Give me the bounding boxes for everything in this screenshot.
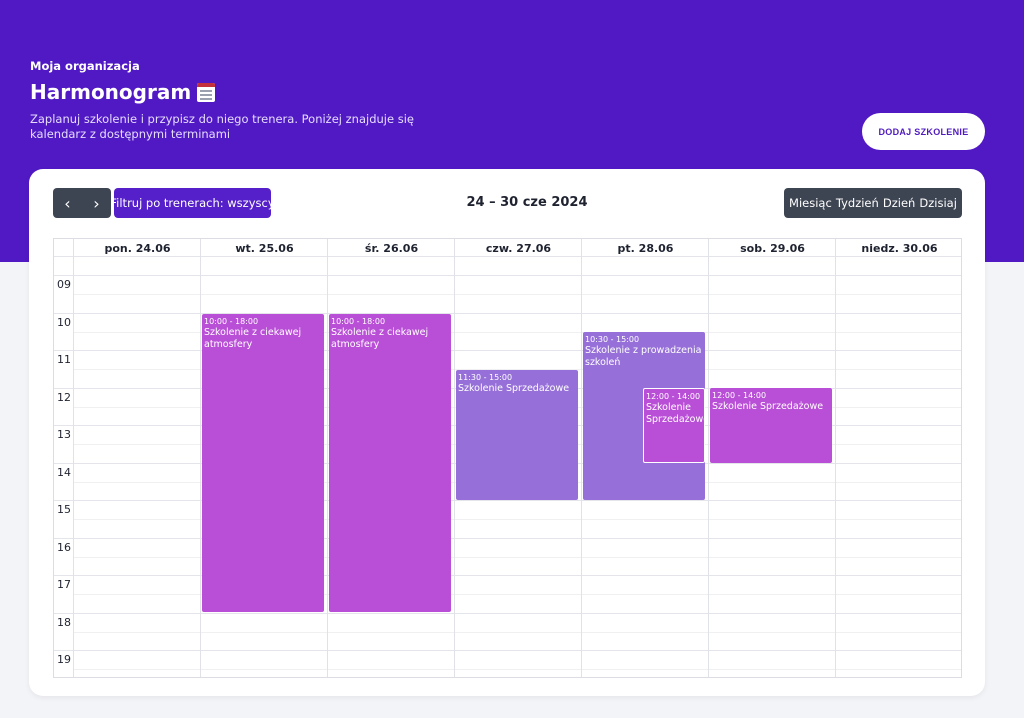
grid-line: [54, 538, 961, 539]
calendar-event[interactable]: 10:00 - 18:00 Szkolenie z ciekawej atmos…: [202, 314, 324, 612]
hour-label: 11: [57, 353, 71, 366]
calendar-event[interactable]: 10:00 - 18:00 Szkolenie z ciekawej atmos…: [329, 314, 451, 612]
week-grid: pon. 24.06 wt. 25.06 śr. 26.06 czw. 27.0…: [53, 238, 962, 678]
grid-line: [54, 650, 961, 651]
grid-line: [54, 500, 961, 501]
grid-line: [74, 369, 961, 370]
previous-week-button[interactable]: ‹: [53, 188, 82, 218]
grid-line: [74, 669, 961, 670]
event-time: 11:30 - 15:00: [458, 373, 513, 382]
grid-column-line: [454, 239, 455, 677]
grid-line: [54, 256, 961, 257]
page-title: Harmonogram: [30, 80, 216, 104]
hour-label: 10: [57, 316, 71, 329]
event-title: Szkolenie Sprzedażowe: [712, 401, 824, 412]
grid-column-line: [200, 239, 201, 677]
grid-column-line: [73, 239, 74, 677]
day-header-mon[interactable]: pon. 24.06: [104, 242, 171, 255]
event-time: 10:00 - 18:00: [331, 317, 386, 326]
hour-label: 09: [57, 278, 71, 291]
grid-column-line: [327, 239, 328, 677]
grid-line: [54, 350, 961, 351]
week-navigation: ‹ ›: [53, 188, 111, 218]
chevron-left-icon: ‹: [64, 193, 71, 213]
next-week-button[interactable]: ›: [82, 188, 111, 218]
grid-line: [54, 613, 961, 614]
calendar-icon: [197, 82, 216, 102]
day-header-thu[interactable]: czw. 27.06: [485, 242, 552, 255]
organization-name: Moja organizacja: [30, 59, 140, 73]
day-header-sat[interactable]: sob. 29.06: [740, 242, 805, 255]
view-week-button[interactable]: Tydzień: [835, 196, 879, 210]
hour-label: 19: [57, 653, 71, 666]
grid-column-line: [581, 239, 582, 677]
hour-label: 15: [57, 503, 71, 516]
hour-label: 14: [57, 466, 71, 479]
day-header-sun[interactable]: niedz. 30.06: [861, 242, 938, 255]
page-subtitle: Zaplanuj szkolenie i przypisz do niego t…: [30, 112, 414, 141]
chevron-right-icon: ›: [93, 193, 100, 213]
event-title: Szkolenie z prowadzenia szkoleń: [585, 345, 702, 368]
event-title: Szkolenie z ciekawej atmosfery: [204, 327, 302, 350]
day-header-wed[interactable]: śr. 26.06: [364, 242, 419, 255]
grid-line: [74, 594, 961, 595]
grid-line: [54, 575, 961, 576]
event-time: 10:00 - 18:00: [204, 317, 259, 326]
add-training-button[interactable]: DODAJ SZKOLENIE: [862, 113, 985, 150]
date-range-title: 24 – 30 cze 2024: [466, 195, 588, 210]
hour-label: 12: [57, 391, 71, 404]
view-day-button[interactable]: Dzień: [882, 196, 916, 210]
calendar-event[interactable]: 12:00 - 14:00 Szkolenie Sprzedażowe: [710, 388, 832, 463]
hour-label: 13: [57, 428, 71, 441]
event-time: 10:30 - 15:00: [585, 335, 640, 344]
grid-line: [74, 519, 961, 520]
event-title: Szkolenie Sprzedażowe: [458, 383, 570, 394]
grid-line: [74, 332, 961, 333]
grid-column-line: [708, 239, 709, 677]
today-button[interactable]: Dzisiaj: [919, 196, 957, 210]
calendar-event[interactable]: 11:30 - 15:00 Szkolenie Sprzedażowe: [456, 370, 578, 500]
grid-line: [54, 313, 961, 314]
grid-line: [74, 632, 961, 633]
view-month-button[interactable]: Miesiąc: [789, 196, 832, 210]
hour-label: 18: [57, 616, 71, 629]
hour-label: 16: [57, 541, 71, 554]
grid-line: [74, 557, 961, 558]
calendar-event[interactable]: 12:00 - 14:00 Szkolenie Sprzedażowe: [643, 388, 705, 463]
trainer-filter-button[interactable]: Filtruj po trenerach: wszyscy: [110, 188, 275, 218]
day-header-tue[interactable]: wt. 25.06: [235, 242, 294, 255]
event-time: 12:00 - 14:00: [712, 391, 767, 400]
day-header-fri[interactable]: pt. 28.06: [617, 242, 674, 255]
grid-line: [54, 275, 961, 276]
view-switcher: Miesiąc Tydzień Dzień Dzisiaj: [784, 188, 962, 218]
page-title-text: Harmonogram: [30, 80, 192, 104]
hour-label: 17: [57, 578, 71, 591]
grid-column-line: [835, 239, 836, 677]
event-time: 12:00 - 14:00: [646, 392, 701, 401]
event-title: Szkolenie z ciekawej atmosfery: [331, 327, 429, 350]
grid-line: [74, 294, 961, 295]
event-title: Szkolenie Sprzedażowe: [646, 402, 705, 425]
